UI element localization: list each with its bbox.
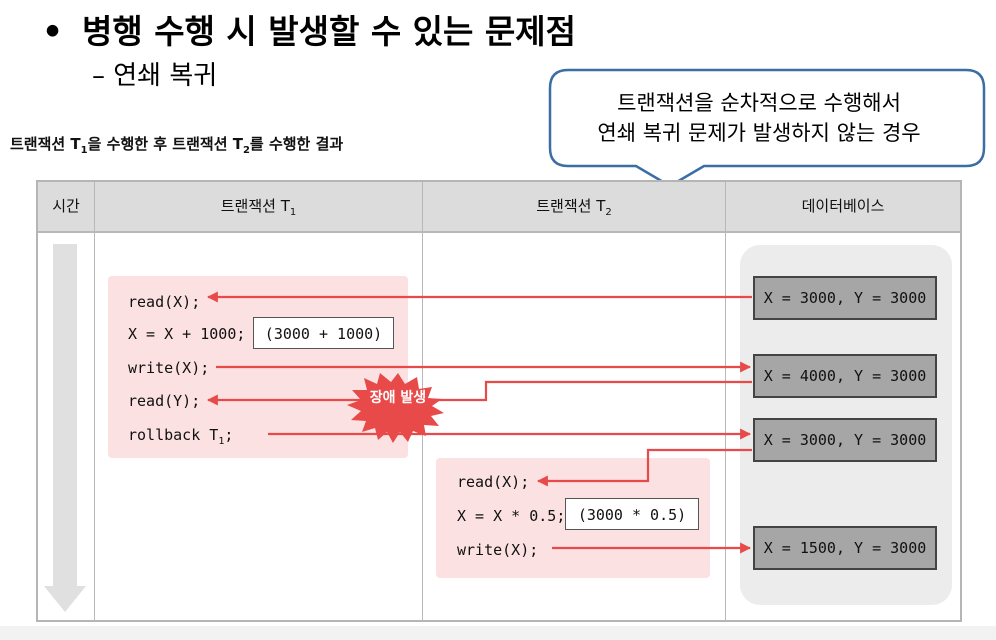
t1-calc-box: (3000 + 1000) — [253, 317, 394, 349]
header-t1: 트랜잭션 T1 — [95, 182, 422, 231]
db-state-1: X = 3000, Y = 3000 — [753, 276, 937, 320]
caption-sub-1: 1 — [80, 145, 88, 156]
t2-op-read-x: read(X); — [457, 473, 530, 491]
header-database: 데이터베이스 — [801, 197, 885, 215]
column-divider-1 — [94, 182, 95, 620]
header-t1-sub: 1 — [289, 207, 297, 218]
time-arrow-head — [44, 586, 86, 612]
callout-line-1: 트랜잭션을 순차적으로 수행해서 — [617, 91, 901, 115]
header-t2-sub: 2 — [605, 207, 612, 218]
caption-part-2: 을 수행한 후 트랜잭션 T — [87, 135, 243, 153]
failure-burst-shape — [347, 373, 444, 443]
header-t2-label: 트랜잭션 T — [536, 197, 606, 215]
caption-part-1: 트랜잭션 T — [10, 135, 81, 153]
slide-subtitle: – 연쇄 복귀 — [92, 61, 218, 91]
bottom-band — [0, 626, 996, 640]
column-divider-3 — [725, 182, 726, 620]
t2-op-multiply: X = X * 0.5; — [457, 507, 566, 525]
table-header-row — [38, 182, 960, 231]
slide-title: 병행 수행 시 발생할 수 있는 문제점 — [82, 12, 576, 51]
caption-part-3: 를 수행한 결과 — [249, 135, 344, 153]
title-bullet: • — [42, 12, 64, 51]
t1-op-read-y: read(Y); — [128, 392, 201, 410]
header-t1-label: 트랜잭션 T — [220, 197, 290, 215]
t1-op-read-x: read(X); — [128, 293, 201, 311]
callout-text: 트랜잭션을 순차적으로 수행해서 연쇄 복귀 문제가 발생하지 않는 경우 — [552, 88, 966, 148]
t2-op-write-x: write(X); — [457, 541, 539, 559]
t2-calc-box: (3000 * 0.5) — [565, 498, 699, 530]
header-time: 시간 — [52, 197, 80, 215]
db-state-3: X = 3000, Y = 3000 — [753, 418, 937, 462]
t1-rollback-sub: 1 — [218, 436, 225, 447]
t1-rollback-end: ; — [224, 426, 234, 444]
time-arrow-shaft — [53, 244, 77, 588]
callout-bubble — [548, 68, 986, 188]
figure-caption: 트랜잭션 T1을 수행한 후 트랜잭션 T2를 수행한 결과 — [10, 133, 343, 162]
header-divider — [38, 231, 960, 233]
t1-rollback-label: rollback T — [128, 426, 219, 444]
arrow-db-to-t1-read-y — [206, 380, 752, 406]
t1-op-rollback: rollback T1; — [128, 425, 233, 452]
db-state-2: X = 4000, Y = 3000 — [753, 354, 937, 398]
header-t2: 트랜잭션 T2 — [423, 182, 725, 231]
t1-op-add: X = X + 1000; — [128, 325, 246, 343]
arrow-db-to-t2-read-x — [536, 448, 752, 487]
db-state-4: X = 1500, Y = 3000 — [753, 526, 937, 570]
failure-label: 장애 발생 — [369, 390, 427, 406]
callout-line-2: 연쇄 복귀 문제가 발생하지 않는 경우 — [597, 121, 921, 145]
t1-op-write-x: write(X); — [128, 359, 210, 377]
caption-sub-2: 2 — [242, 145, 250, 156]
